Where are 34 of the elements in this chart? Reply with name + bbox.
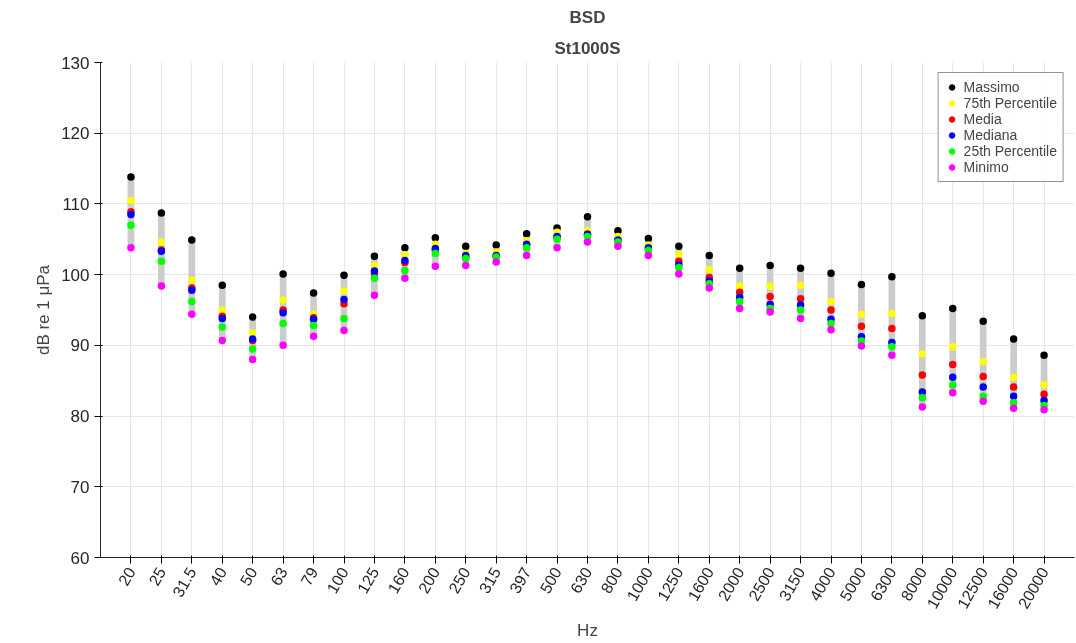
legend-label: Media xyxy=(963,111,1002,127)
x-tick-label: 315 xyxy=(475,564,505,597)
legend-label: Massimo xyxy=(963,79,1020,95)
legend-label: Minimo xyxy=(963,159,1009,175)
y-tick-label: 60 xyxy=(70,548,90,568)
x-tick-label: 200 xyxy=(415,564,444,597)
x-tick-label: 25 xyxy=(145,564,170,589)
y-tick-label: 110 xyxy=(62,194,90,214)
x-tick-label: 40 xyxy=(206,564,231,589)
x-tick-label: 125 xyxy=(354,564,383,597)
x-tick-label: 79 xyxy=(297,564,322,589)
chart-subtitle: St1000S xyxy=(554,38,621,58)
x-tick-label: 20 xyxy=(115,564,139,589)
x-tick-label: 630 xyxy=(567,564,596,597)
y-axis-title: dB re 1 μPa xyxy=(34,264,54,356)
x-tick-label: 50 xyxy=(236,564,261,589)
y-tick-label: 70 xyxy=(70,477,90,497)
y-tick-label: 80 xyxy=(70,407,90,427)
x-tick-label: 397 xyxy=(506,564,535,597)
x-tick-label: 800 xyxy=(597,564,626,597)
chart-title: BSD xyxy=(569,7,606,27)
y-tick-label: 100 xyxy=(61,265,90,285)
x-tick-label: 250 xyxy=(445,564,474,597)
x-axis-title: Hz xyxy=(577,621,598,641)
y-tick-label: 90 xyxy=(70,336,90,356)
legend-label: 25th Percentile xyxy=(963,143,1057,159)
y-tick-label: 130 xyxy=(61,53,90,73)
x-tick-label: 160 xyxy=(384,564,413,597)
legend-label: Mediana xyxy=(963,127,1018,143)
x-tick-label: 100 xyxy=(323,564,352,597)
x-tick-label: 63 xyxy=(267,564,291,589)
x-tick-label: 500 xyxy=(536,564,565,597)
legend-label: 75th Percentile xyxy=(963,95,1057,111)
y-tick-label: 120 xyxy=(61,124,90,144)
